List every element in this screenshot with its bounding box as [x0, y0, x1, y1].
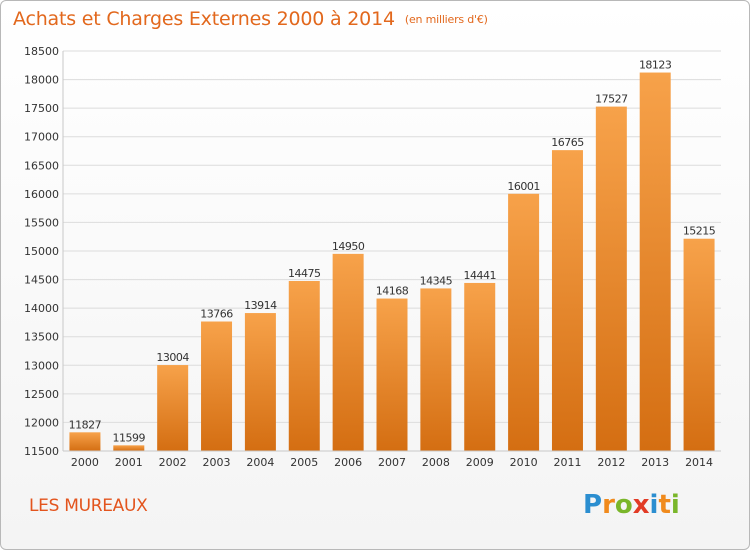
logo-letter: x	[632, 490, 650, 520]
bar-value-label: 16765	[551, 136, 584, 149]
bar-2009	[464, 282, 496, 451]
y-tick-label: 12500	[24, 388, 59, 401]
y-tick-label: 13500	[24, 331, 59, 344]
y-tick-label: 14500	[24, 274, 59, 287]
x-tick-label: 2000	[71, 456, 99, 469]
bar-2006	[332, 253, 364, 451]
chart-title-text: Achats et Charges Externes 2000 à 2014	[13, 8, 395, 30]
bar-2005	[288, 281, 320, 451]
logo-letter: o	[614, 490, 633, 520]
y-tick-label: 13000	[24, 359, 59, 372]
bar-2012	[595, 106, 627, 451]
x-tick-label: 2014	[685, 456, 713, 469]
y-tick-label: 11500	[24, 445, 59, 458]
y-tick-label: 16500	[24, 159, 59, 172]
bar-value-label: 13766	[200, 308, 233, 321]
x-tick-label: 2011	[553, 456, 581, 469]
chart-subtitle: (en milliers d'€)	[404, 13, 488, 26]
bar-value-label: 13914	[244, 299, 277, 312]
y-tick-label: 14000	[24, 302, 59, 315]
logo-letter: t	[658, 490, 671, 520]
y-tick-label: 15500	[24, 216, 59, 229]
x-tick-label: 2006	[334, 456, 362, 469]
bar-2001	[113, 445, 145, 451]
bar-2007	[376, 298, 408, 451]
y-tick-label: 16000	[24, 188, 59, 201]
x-tick-label: 2008	[422, 456, 450, 469]
bar-value-label: 14475	[288, 267, 321, 280]
y-tick-label: 17500	[24, 102, 59, 115]
bar-2002	[157, 365, 189, 451]
logo-letter: i	[649, 490, 659, 520]
logo-letter: P	[583, 490, 603, 520]
bar-2004	[244, 313, 276, 451]
bar-value-label: 17527	[595, 93, 628, 106]
logo-letter: r	[602, 490, 615, 520]
bar-value-label: 18123	[639, 59, 672, 72]
bar-value-label: 14345	[420, 274, 453, 287]
y-tick-label: 12000	[24, 416, 59, 429]
bar-2014	[683, 238, 715, 451]
x-tick-label: 2003	[203, 456, 231, 469]
bar-2008	[420, 288, 452, 451]
y-tick-label: 15000	[24, 245, 59, 258]
bar-value-label: 14441	[463, 269, 496, 282]
bar-value-label: 16001	[507, 180, 540, 193]
bar-2011	[551, 150, 583, 451]
y-tick-label: 18000	[24, 74, 59, 87]
bar-2000	[69, 432, 101, 451]
city-name: LES MUREAUX	[29, 496, 148, 516]
bar-2013	[639, 72, 671, 452]
x-tick-label: 2001	[115, 456, 143, 469]
bar-2003	[201, 321, 233, 451]
bar-value-label: 13004	[156, 351, 189, 364]
proxiti-logo: Proxiti	[583, 490, 680, 520]
x-tick-label: 2009	[466, 456, 494, 469]
y-tick-label: 18500	[24, 45, 59, 58]
x-tick-label: 2010	[510, 456, 538, 469]
x-tick-label: 2007	[378, 456, 406, 469]
y-tick-label: 17000	[24, 131, 59, 144]
bar-value-label: 14950	[332, 240, 365, 253]
x-tick-label: 2002	[159, 456, 187, 469]
bar-value-label: 11599	[113, 431, 146, 444]
x-tick-label: 2005	[290, 456, 318, 469]
bar-value-label: 14168	[376, 285, 409, 298]
x-tick-label: 2012	[597, 456, 625, 469]
x-tick-label: 2013	[641, 456, 669, 469]
logo-letter: i	[670, 490, 680, 520]
bar-value-label: 15215	[683, 225, 716, 238]
chart-title: Achats et Charges Externes 2000 à 2014 (e…	[13, 8, 488, 30]
bar-2010	[508, 193, 540, 452]
bar-value-label: 11827	[69, 418, 102, 431]
x-tick-label: 2004	[246, 456, 274, 469]
